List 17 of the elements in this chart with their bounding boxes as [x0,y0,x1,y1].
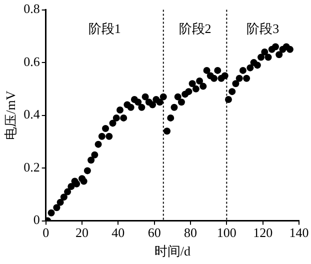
x-tick-label: 80 [184,225,198,240]
x-tick-label: 120 [253,225,273,240]
x-tick-label: 140 [289,225,309,240]
annotation: 阶段3 [246,21,280,36]
y-axis-title: 电压/mV [3,90,18,140]
x-tick-label: 20 [76,225,89,240]
annotation: 阶段1 [88,21,121,36]
y-tick-label: 0 [33,212,40,228]
y-tick-label: 0.2 [24,159,40,174]
x-axis-title: 时间/d [154,244,191,259]
x-tick-label: 40 [112,225,125,240]
annotation: 阶段2 [178,21,212,36]
y-tick-label: 0.4 [24,106,40,122]
y-tick-label: 0.6 [24,54,40,69]
x-tick-label: 60 [148,225,161,240]
x-tick-label: 100 [216,225,236,240]
y-tick-label: 0.8 [24,1,40,16]
